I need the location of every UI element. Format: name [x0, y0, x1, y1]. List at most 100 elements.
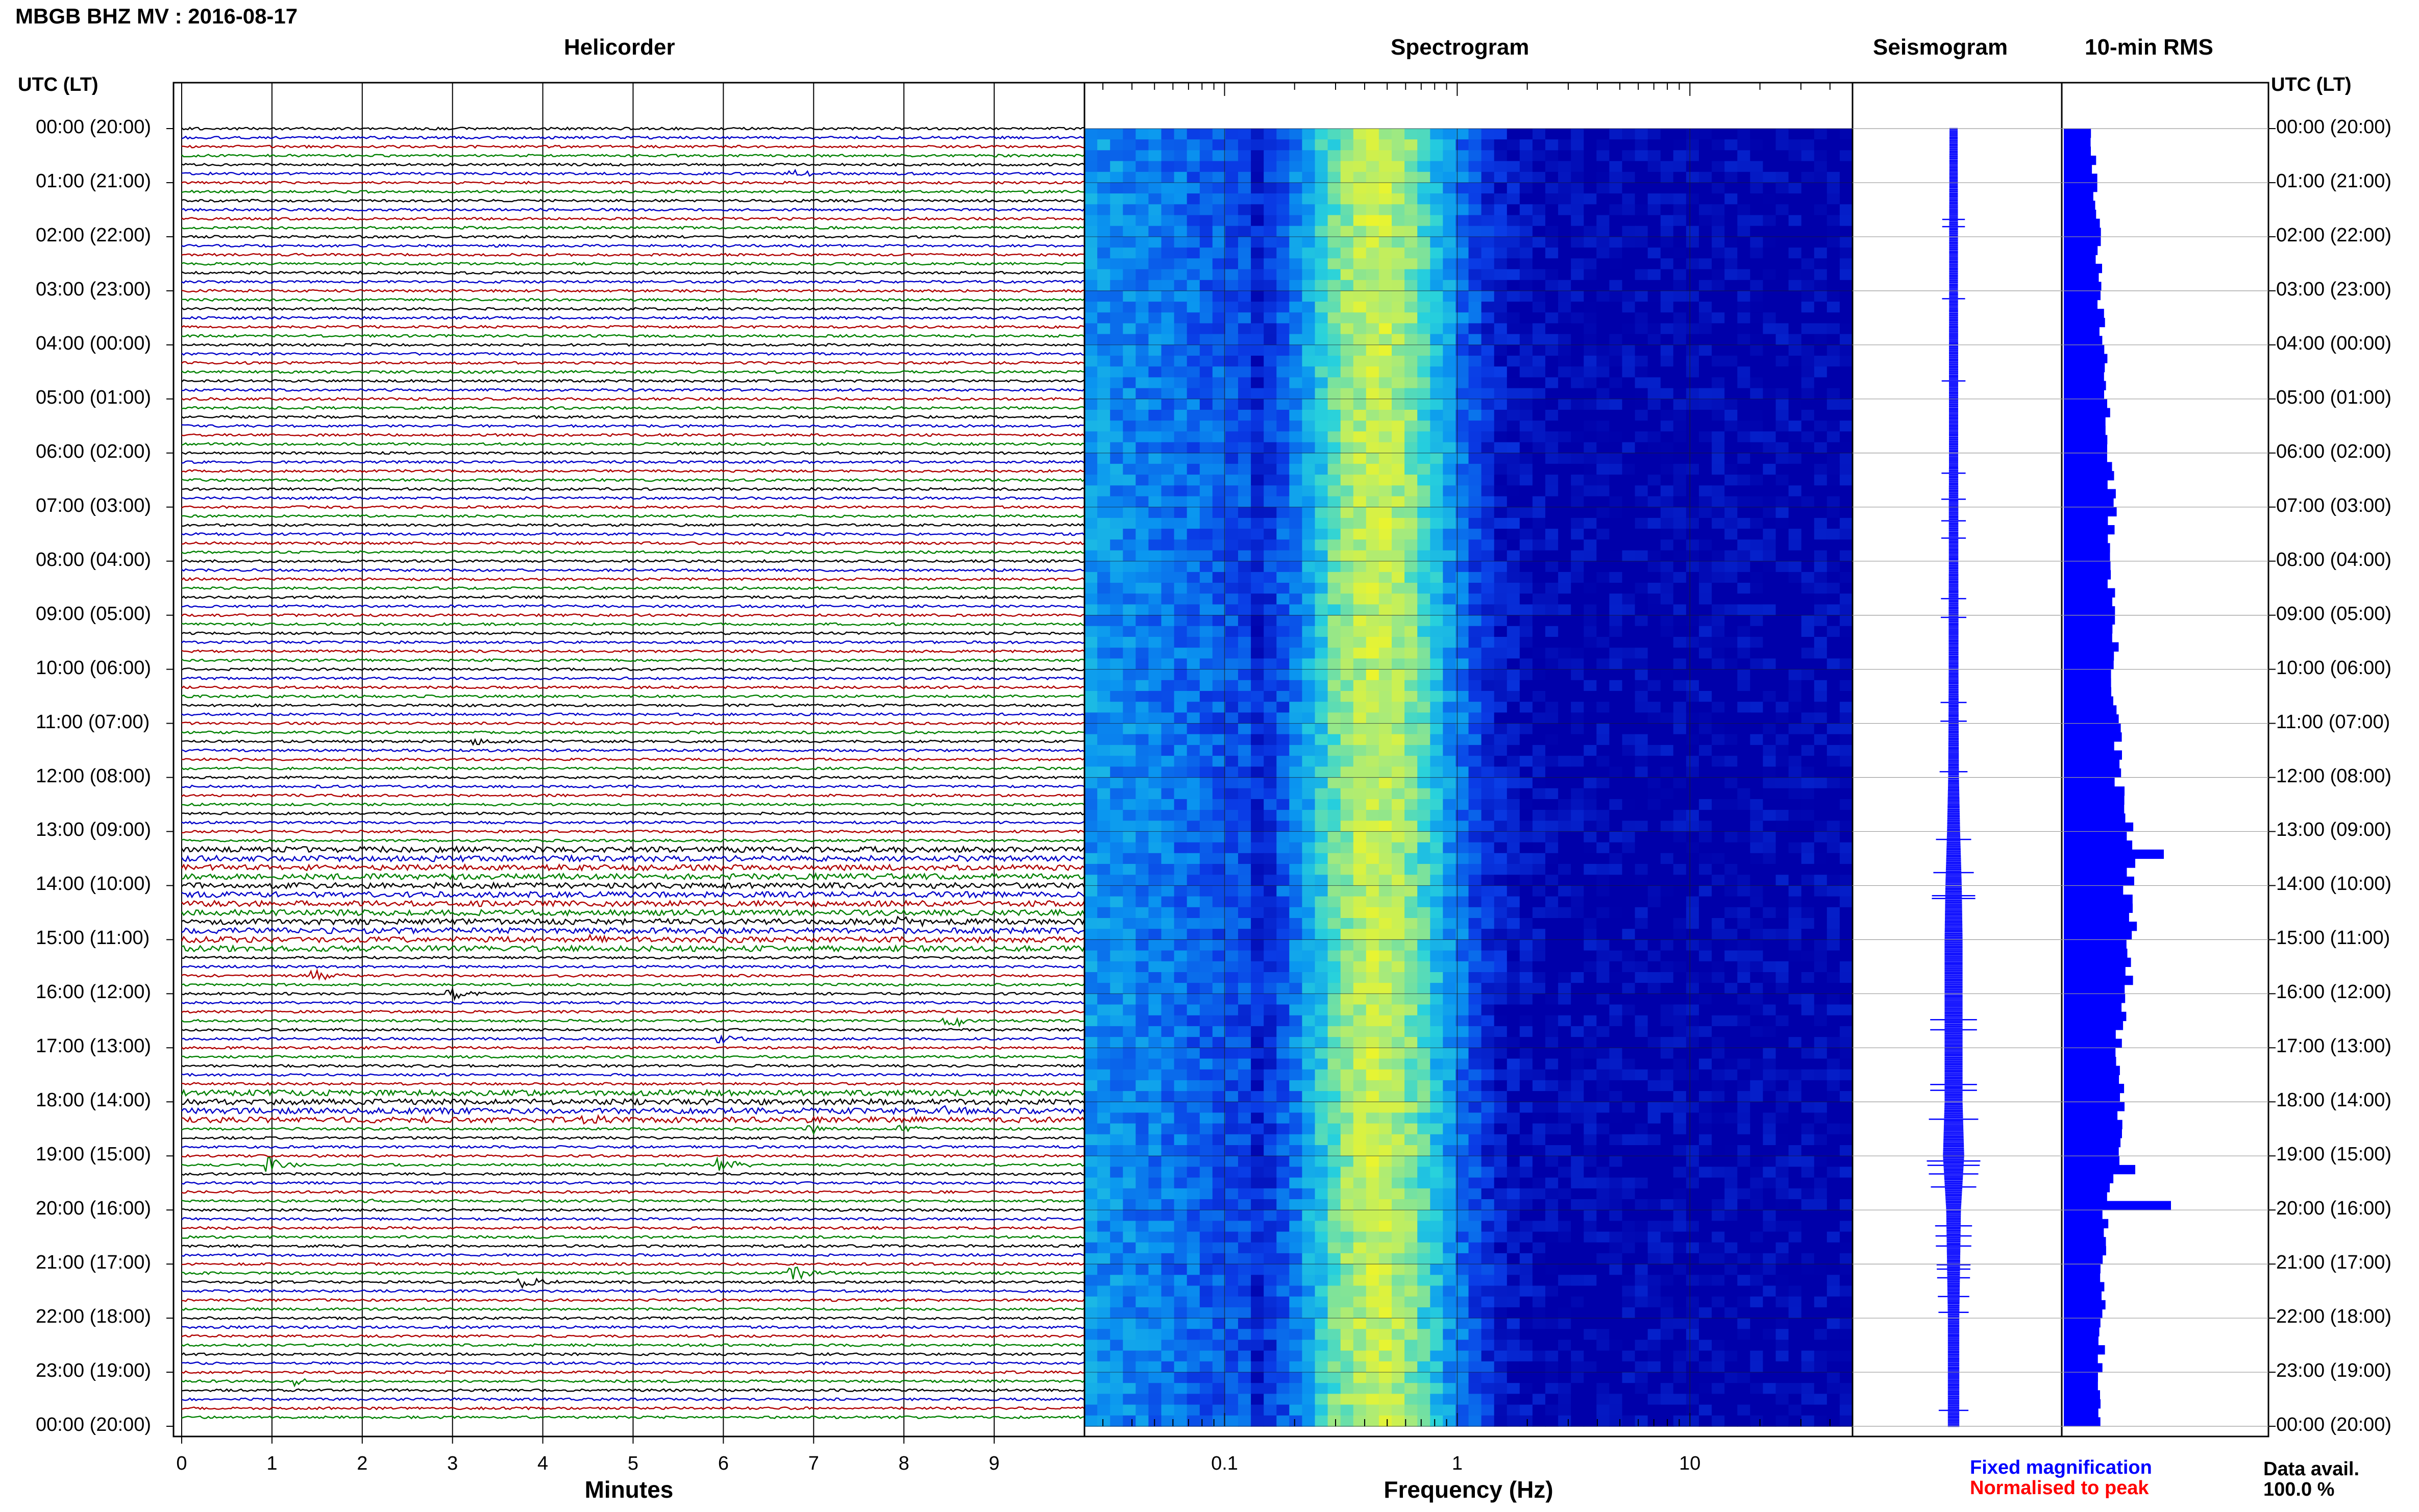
- spectrogram-cell: [1660, 648, 1674, 659]
- spectrogram-cell: [1737, 691, 1751, 702]
- spectrogram-cell: [1225, 853, 1239, 864]
- spectrogram-cell: [1161, 215, 1175, 227]
- spectrogram-cell: [1430, 983, 1444, 995]
- spectrogram-cell: [1225, 366, 1239, 378]
- spectrogram-cell: [1187, 171, 1200, 183]
- spectrogram-cell: [1647, 129, 1661, 140]
- spectrogram-cell: [1430, 496, 1444, 508]
- spectrogram-cell: [1264, 204, 1277, 216]
- spectrogram-cell: [1264, 366, 1277, 378]
- spectrogram-cell: [1430, 626, 1444, 637]
- spectrogram-cell: [1763, 712, 1776, 724]
- spectrogram-cell: [1763, 442, 1776, 454]
- spectrogram-cell: [1519, 226, 1533, 237]
- spectrogram-cell: [1673, 950, 1687, 962]
- spectrogram-cell: [1519, 766, 1533, 778]
- spectrogram-cell: [1378, 691, 1392, 702]
- spectrogram-cell: [1340, 658, 1354, 670]
- spectrogram-cell: [1392, 691, 1405, 702]
- spectrogram-cell: [1084, 539, 1098, 551]
- spectrogram-cell: [1532, 302, 1546, 313]
- spectrogram-cell: [1647, 475, 1661, 486]
- spectrogram-cell: [1225, 517, 1239, 529]
- spectrogram-cell: [1225, 777, 1239, 789]
- spectrogram-cell: [1750, 302, 1764, 313]
- spectrogram-cell: [1622, 356, 1636, 367]
- spectrogram-cell: [1289, 972, 1303, 983]
- spectrogram-cell: [1353, 388, 1367, 400]
- spectrogram-cell: [1212, 723, 1226, 735]
- spectrogram-cell: [1712, 129, 1725, 140]
- spectrogram-cell: [1174, 463, 1188, 475]
- spectrogram-cell: [1455, 529, 1469, 540]
- spectrogram-cell: [1187, 799, 1200, 810]
- spectrogram-cell: [1673, 691, 1687, 702]
- spectrogram-cell: [1161, 280, 1175, 291]
- spectrogram-cell: [1392, 150, 1405, 162]
- spectrogram-cell: [1199, 626, 1213, 637]
- spectrogram-cell: [1315, 799, 1328, 810]
- spectrogram-cell: [1123, 821, 1137, 832]
- helicorder-trace: [181, 1334, 1084, 1339]
- spectrogram-cell: [1712, 334, 1725, 345]
- spectrogram-cell: [1264, 961, 1277, 973]
- spectrogram-cell: [1596, 442, 1610, 454]
- spectrogram-cell: [1724, 399, 1738, 410]
- spectrogram-cell: [1443, 193, 1457, 205]
- spectrogram-cell: [1699, 896, 1712, 908]
- spectrogram-cell: [1519, 183, 1533, 194]
- spectrogram-cell: [1212, 896, 1226, 908]
- spectrogram-cell: [1737, 896, 1751, 908]
- spectrogram-cell: [1161, 799, 1175, 810]
- spectrogram-cell: [1699, 410, 1712, 421]
- spectrogram-cell: [1826, 183, 1840, 194]
- spectrogram-cell: [1686, 734, 1699, 746]
- spectrogram-cell: [1430, 150, 1444, 162]
- spectrogram-cell: [1404, 637, 1418, 648]
- spectrogram-cell: [1545, 539, 1559, 551]
- spectrogram-cell: [1609, 302, 1623, 313]
- spectrogram-cell: [1712, 226, 1725, 237]
- spectrogram-cell: [1622, 788, 1636, 800]
- spectrogram-cell: [1212, 356, 1226, 367]
- spectrogram-cell: [1788, 648, 1802, 659]
- spectrogram-cell: [1494, 204, 1508, 216]
- spectrogram-cell: [1136, 161, 1149, 172]
- spectrogram-cell: [1289, 129, 1303, 140]
- spectrogram-cell: [1264, 269, 1277, 281]
- spectrogram-cell: [1532, 150, 1546, 162]
- spectrogram-cell: [1251, 637, 1264, 648]
- spectrogram-cell: [1199, 280, 1213, 291]
- spectrogram-cell: [1264, 302, 1277, 313]
- spectrogram-cell: [1647, 680, 1661, 691]
- spectrogram-cell: [1673, 604, 1687, 616]
- spectrogram-cell: [1340, 896, 1354, 908]
- spectrogram-cell: [1161, 864, 1175, 875]
- spectrogram-cell: [1814, 129, 1828, 140]
- spectrogram-cell: [1276, 983, 1290, 995]
- spectrogram-cell: [1417, 756, 1431, 767]
- spectrogram-cell: [1225, 334, 1239, 345]
- spectrogram-cell: [1315, 150, 1328, 162]
- helicorder-trace: [181, 890, 1085, 899]
- spectrogram-cell: [1327, 885, 1341, 897]
- spectrogram-cell: [1174, 691, 1188, 702]
- spectrogram-cell: [1826, 550, 1840, 562]
- spectrogram-cell: [1315, 377, 1328, 389]
- spectrogram-cell: [1519, 129, 1533, 140]
- spectrogram-cell: [1136, 236, 1149, 248]
- spectrogram-cell: [1788, 150, 1802, 162]
- spectrogram-cell: [1251, 485, 1264, 497]
- spectrogram-cell: [1097, 637, 1110, 648]
- spectrogram-cell: [1276, 150, 1290, 162]
- spectrogram-cell: [1276, 258, 1290, 270]
- spectrogram-cell: [1276, 756, 1290, 767]
- spectrogram-cell: [1647, 344, 1661, 356]
- spectrogram-cell: [1417, 994, 1431, 1005]
- spectrogram-cell: [1302, 691, 1316, 702]
- spectrogram-cell: [1647, 139, 1661, 151]
- spectrogram-cell: [1660, 171, 1674, 183]
- spectrogram-cell: [1238, 410, 1251, 421]
- spectrogram-cell: [1712, 572, 1725, 583]
- spectrogram-cell: [1596, 669, 1610, 681]
